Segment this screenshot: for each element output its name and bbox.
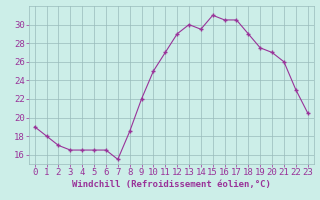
X-axis label: Windchill (Refroidissement éolien,°C): Windchill (Refroidissement éolien,°C): [72, 180, 271, 189]
